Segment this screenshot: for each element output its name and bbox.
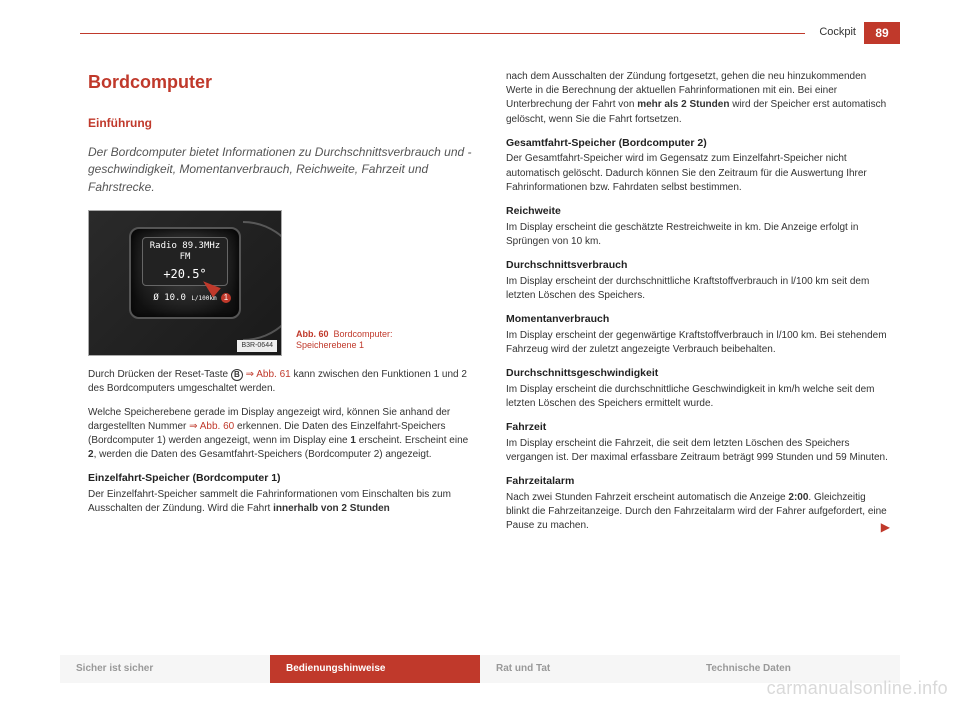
para-2: Welche Speicherebene gerade im Display a… — [88, 406, 472, 463]
figure-60: Radio 89.3MHz FM +20.5° Ø 10.0 L/100km 1… — [88, 210, 282, 356]
radio-line: Radio 89.3MHz — [143, 241, 227, 252]
figure-caption: Abb. 60 Bordcomputer: Speicherebene 1 — [296, 329, 416, 356]
consumption-value: Ø 10.0 — [153, 293, 186, 303]
s5-head: Momentanverbrauch — [506, 312, 890, 327]
p2-e: erscheint. Erscheint eine — [356, 435, 468, 446]
s7-head: Fahrzeit — [506, 420, 890, 435]
s2-body: Der Gesamtfahrt-Speicher wird im Gegensa… — [506, 152, 890, 195]
sec1-body: Der Einzelfahrt-Speicher sammelt die Fah… — [88, 488, 472, 516]
band-line: FM — [143, 252, 227, 263]
page-number: 89 — [864, 22, 900, 44]
header-rule — [80, 33, 805, 34]
sec1-head: Einzelfahrt-Speicher (Bordcomputer 1) — [88, 471, 472, 486]
tab-sicher[interactable]: Sicher ist sicher — [60, 655, 270, 683]
s3-head: Reichweite — [506, 204, 890, 219]
watermark: carmanualsonline.info — [767, 676, 948, 701]
figure-block: Radio 89.3MHz FM +20.5° Ø 10.0 L/100km 1… — [88, 210, 472, 356]
s8-head: Fahrzeitalarm — [506, 474, 890, 489]
figure-tag: B3R-0644 — [237, 340, 277, 352]
p1-a: Durch Drücken der Reset-Taste — [88, 369, 231, 380]
main-title: Bordcomputer — [88, 70, 472, 95]
p2-b: ⇒ Abb. 60 — [189, 421, 234, 432]
section-title: Cockpit — [805, 25, 864, 40]
right-column: nach dem Ausschalten der Zündung fortges… — [506, 70, 890, 637]
intro-text: Der Bordcomputer bietet Informationen zu… — [88, 144, 472, 196]
p2-g: , werden die Daten des Gesamtfahrt-Speic… — [94, 449, 432, 460]
p1-b: ⇒ Abb. 61 — [243, 369, 291, 380]
s2-head: Gesamtfahrt-Speicher (Bordcomputer 2) — [506, 136, 890, 151]
para-1: Durch Drücken der Reset-Taste B ⇒ Abb. 6… — [88, 368, 472, 396]
sub-title: Einführung — [88, 115, 472, 132]
s6-body: Im Display erscheint die durchschnittlic… — [506, 383, 890, 411]
s4-body: Im Display erscheint der durchschnittlic… — [506, 275, 890, 303]
s8-a: Nach zwei Stunden Fahrzeit erscheint aut… — [506, 492, 788, 503]
pointer: 1 — [201, 273, 233, 305]
left-column: Bordcomputer Einführung Der Bordcomputer… — [88, 70, 472, 637]
page-header: Cockpit 89 — [0, 22, 960, 44]
s6-head: Durchschnittsgeschwindigkeit — [506, 366, 890, 381]
tab-bedienung[interactable]: Bedienungshinweise — [270, 655, 480, 683]
cont-b: mehr als 2 Stunden — [637, 99, 729, 110]
s3-body: Im Display erscheint die geschätzte Rest… — [506, 221, 890, 249]
s1-a: Der Einzelfahrt-Speicher sammelt die Fah… — [88, 489, 451, 514]
s7-body: Im Display erscheint die Fahrzeit, die s… — [506, 437, 890, 465]
continue-arrow-icon: ▶ — [881, 519, 890, 536]
s5-body: Im Display erscheint der gegenwärtige Kr… — [506, 329, 890, 357]
s8-body: Nach zwei Stunden Fahrzeit erscheint aut… — [506, 491, 890, 534]
caption-label: Abb. 60 — [296, 329, 329, 339]
s4-head: Durchschnittsverbrauch — [506, 258, 890, 273]
tab-rat[interactable]: Rat und Tat — [480, 655, 690, 683]
arrow-icon — [199, 277, 221, 298]
cont-para: nach dem Ausschalten der Zündung fortges… — [506, 70, 890, 127]
button-b-icon: B — [231, 369, 243, 381]
gauge-arc — [243, 221, 282, 341]
marker-1: 1 — [221, 293, 231, 303]
s1-b: innerhalb von 2 Stunden — [273, 503, 390, 514]
s8-b: 2:00 — [788, 492, 808, 503]
page-content: Bordcomputer Einführung Der Bordcomputer… — [88, 70, 890, 637]
